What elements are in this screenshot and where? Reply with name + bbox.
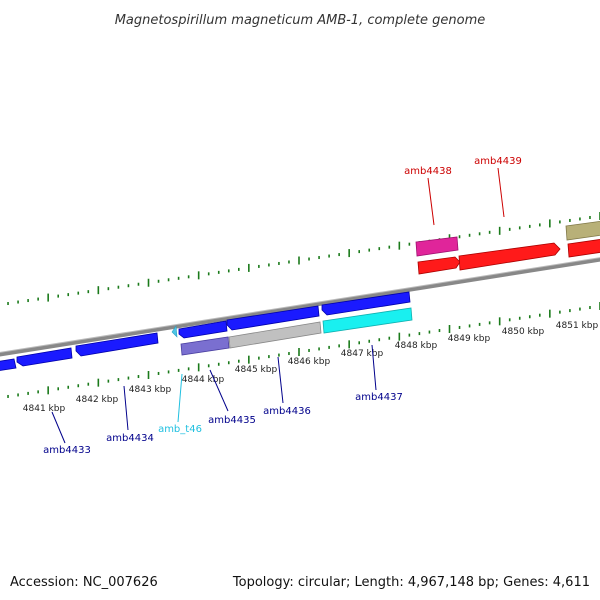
gene-arrow-amb4440[interactable]	[567, 238, 600, 258]
gene-arrow-amb4437[interactable]	[321, 291, 411, 316]
kbp-tick-label: 4850 kbp	[502, 327, 545, 337]
gene-label-amb4433[interactable]: amb4433	[43, 445, 91, 456]
kbp-tick-label: 4845 kbp	[235, 365, 278, 375]
topology-text: Topology: circular; Length: 4,967,148 bp…	[232, 575, 590, 590]
gene-arrow-amb4435[interactable]	[178, 320, 228, 339]
kbp-tick-label: 4849 kbp	[448, 334, 491, 344]
feature-cyan[interactable]	[322, 307, 413, 334]
gene-label-amb_t46[interactable]: amb_t46	[158, 424, 202, 435]
gene-arrow-amb4438[interactable]	[417, 256, 461, 275]
feature-pink[interactable]	[415, 236, 459, 257]
gene-arrow-amb4436[interactable]	[226, 305, 320, 331]
trna-arrow-amb_t46[interactable]	[171, 325, 178, 338]
kbp-tick-label: 4847 kbp	[341, 349, 384, 359]
kbp-tick-label: 4851 kbp	[556, 321, 599, 331]
kbp-tick-label: 4843 kbp	[129, 385, 172, 395]
gene-label-amb4438[interactable]: amb4438	[404, 166, 452, 177]
gene-label-amb4439[interactable]: amb4439	[474, 156, 522, 167]
gene-arrow-amb4434[interactable]	[75, 332, 159, 357]
kbp-tick-label: 4844 kbp	[182, 375, 225, 385]
genome-backbone	[0, 257, 600, 357]
gene-arrow-amb4433[interactable]	[16, 347, 73, 367]
gene-arrow-amb4432[interactable]	[0, 358, 17, 371]
map-title: Magnetospirillum magneticum AMB-1, compl…	[115, 13, 486, 28]
lower-tick-track	[7, 302, 600, 398]
kbp-tick-label: 4848 kbp	[395, 341, 438, 351]
kbp-tick-label: 4846 kbp	[288, 357, 331, 367]
feature-grey[interactable]	[228, 321, 322, 349]
gene-label-amb4437[interactable]: amb4437	[355, 392, 403, 403]
kbp-tick-label: 4842 kbp	[76, 395, 119, 405]
accession-text: Accession: NC_007626	[10, 575, 158, 590]
gene-arrow-amb4439[interactable]	[458, 242, 561, 271]
gene-label-amb4435[interactable]: amb4435	[208, 415, 256, 426]
gene-label-amb4434[interactable]: amb4434	[106, 433, 154, 444]
feature-purple[interactable]	[180, 336, 230, 356]
feature-olive[interactable]	[565, 220, 600, 241]
gene-label-amb4436[interactable]: amb4436	[263, 406, 311, 417]
kbp-tick-label: 4841 kbp	[23, 404, 66, 414]
